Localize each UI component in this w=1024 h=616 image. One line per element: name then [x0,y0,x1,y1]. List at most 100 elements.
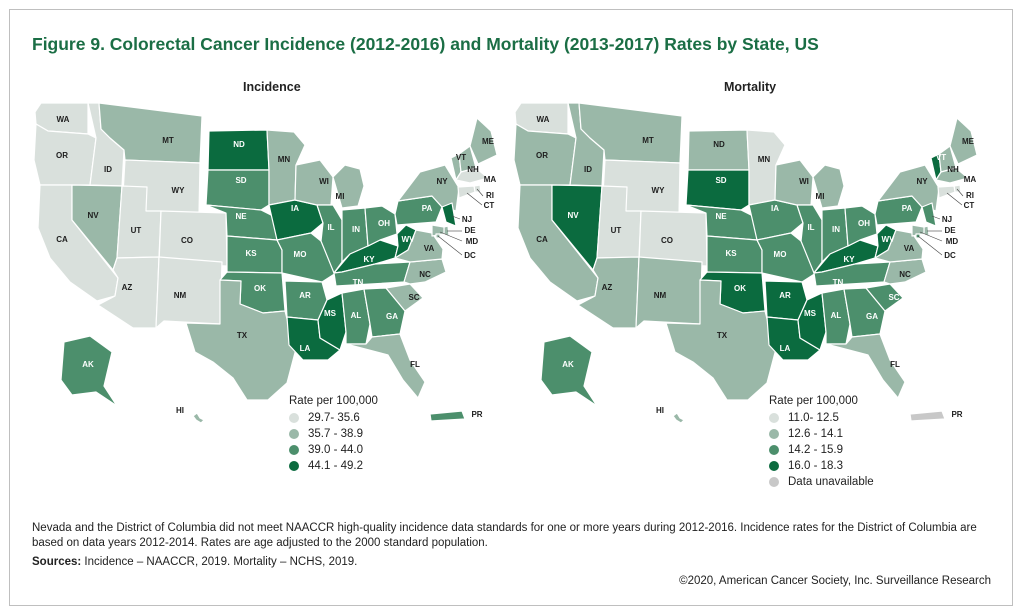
legend-swatch [289,429,299,439]
incidence-label-ut: UT [131,226,142,235]
mortality-label-nc: NC [899,270,911,279]
mortality-label-ne: NE [715,212,727,221]
legend-swatch [289,461,299,471]
mortality-label-ny: NY [916,177,928,186]
incidence-label-vt: VT [456,153,466,162]
mortality-label-az: AZ [602,283,613,292]
incidence-label-in: IN [352,225,360,234]
mortality-label-ia: IA [771,204,779,213]
incidence-label-ok: OK [254,284,266,293]
mortality-state-ny [877,164,940,212]
mortality-label-ct: CT [964,201,975,210]
mortality-map: WA OR CA ID NV MT WY UT CO AZ NM ND SD NE KS OK TX MN IA MO… [513,102,978,424]
incidence-state-fl [345,333,426,399]
mortality-legend-title: Rate per 100,000 [769,395,858,407]
mortality-legend: Rate per 100,000 11.0- 12.5 12.6 - 14.1 … [769,395,874,490]
incidence-label-ia: IA [291,204,299,213]
legend-swatch [769,445,779,455]
mortality-title: Mortality [724,80,777,94]
mortality-label-ga: GA [866,312,878,321]
incidence-title: Incidence [243,80,301,94]
legend-swatch [769,477,779,487]
leader-line [437,235,463,256]
leader-line [466,192,483,206]
mortality-label-nv: NV [567,211,579,220]
legend-label: 16.0 - 18.3 [788,460,843,472]
mortality-label-ut: UT [611,226,622,235]
mortality-label-nh: NH [947,165,959,174]
incidence-label-sc: SC [408,293,419,302]
incidence-label-nm: NM [174,291,187,300]
incidence-state-sd [205,169,270,211]
legend-swatch [769,461,779,471]
incidence-label-wy: WY [172,186,186,195]
incidence-label-oh: OH [378,219,390,228]
incidence-label-ar: AR [299,291,311,300]
mortality-label-tx: TX [717,331,728,340]
incidence-state-mt [98,102,203,164]
incidence-label-nj: NJ [462,215,472,224]
mortality-legend-item: 12.6 - 14.1 [769,426,874,442]
incidence-state-pr [429,410,466,422]
mortality-state-ct [937,185,956,199]
mortality-state-mt [578,102,683,164]
mortality-label-pr: PR [951,410,962,419]
mortality-state-sd [685,169,750,211]
mortality-label-nj: NJ [942,215,952,224]
mortality-state-tx [665,279,778,401]
legend-label: 44.1 - 49.2 [308,460,363,472]
incidence-state-ma [455,167,489,184]
figure-frame [9,9,1013,606]
incidence-state-me [469,117,498,165]
leader-line [946,192,963,206]
incidence-state-ak [60,335,118,407]
mortality-label-wv: WV [882,235,896,244]
leader-line [451,215,461,220]
incidence-label-pa: PA [422,204,433,213]
incidence-state-md [431,224,445,237]
figure-title: Figure 9. Colorectal Cancer Incidence (2… [32,34,819,54]
incidence-label-il: IL [327,223,334,232]
incidence-label-ks: KS [245,249,257,258]
incidence-label-nh: NH [467,165,479,174]
mortality-state-nd [687,129,750,171]
mortality-label-ks: KS [725,249,737,258]
incidence-state-nd [207,129,270,171]
incidence-label-or: OR [56,151,68,160]
legend-label: 35.7 - 38.9 [308,428,363,440]
mortality-label-or: OR [536,151,548,160]
mortality-label-fl: FL [890,360,900,369]
incidence-label-tn: TN [353,278,364,287]
incidence-label-wa: WA [57,115,70,124]
incidence-label-mi: MI [336,192,345,201]
legend-label: 12.6 - 14.1 [788,428,843,440]
mortality-label-nd: ND [713,140,725,149]
leader-line [956,188,964,197]
mortality-label-sc: SC [888,293,899,302]
mortality-legend-item: Data unavailable [769,474,874,490]
incidence-label-pr: PR [471,410,482,419]
incidence-state-sc [385,283,424,312]
mortality-label-al: AL [831,311,842,320]
incidence-label-dc: DC [464,251,476,260]
sources-line: Sources: Incidence – NAACCR, 2019. Morta… [32,556,357,568]
mortality-label-sd: SD [715,176,726,185]
incidence-label-nc: NC [419,270,431,279]
legend-label: 39.0 - 44.0 [308,444,363,456]
mortality-label-nm: NM [654,291,667,300]
legend-swatch [769,413,779,423]
mortality-state-pr [909,410,946,422]
incidence-label-de: DE [464,226,476,235]
incidence-state-hi [192,412,205,424]
mortality-label-ca: CA [536,235,548,244]
sources-text: Incidence – NAACCR, 2019. Mortality – NC… [81,556,358,568]
mortality-label-me: ME [962,137,975,146]
incidence-label-ms: MS [324,309,337,318]
leader-line [476,188,484,197]
incidence-state-nm [155,256,223,329]
legend-swatch [289,413,299,423]
mortality-state-mi [812,164,845,209]
incidence-label-ma: MA [484,175,497,184]
mortality-label-mo: MO [774,250,787,259]
